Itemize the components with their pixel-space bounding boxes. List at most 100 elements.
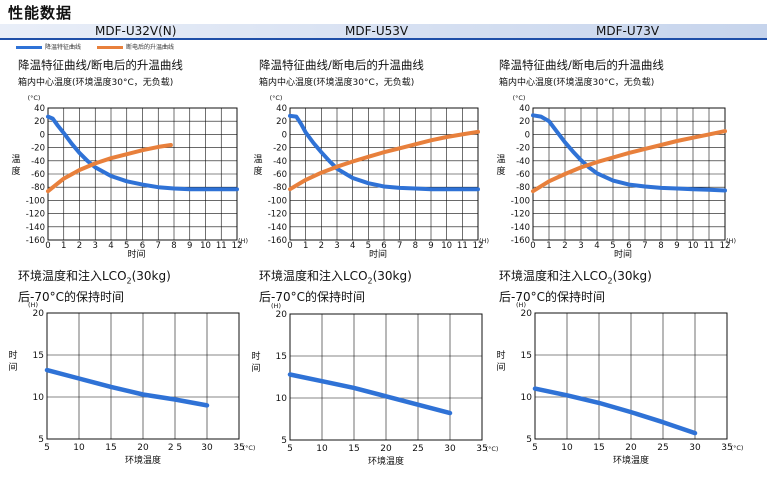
y-tick-label: 5 (281, 436, 287, 446)
x-tick-label: 0 (530, 241, 535, 251)
x-tick-label: 6 (381, 241, 386, 251)
x-tick-label: 11 (216, 241, 227, 251)
y-tick-label: -60 (516, 170, 530, 180)
x-tick-label: 35 (476, 444, 487, 454)
x-tick-label: 5 (44, 443, 50, 453)
cooldown-title-1: 降温特征曲线/断电后的升温曲线 (18, 58, 183, 72)
y-tick-label: 10 (33, 393, 45, 403)
x-unit-label: (°C) (731, 444, 744, 452)
model-name-3: MDF-U73V (596, 24, 660, 38)
x-tick-label: 7 (156, 241, 161, 251)
y-tick-label: -100 (268, 196, 287, 206)
y-tick-label: -100 (26, 196, 45, 206)
plot-frame (46, 312, 240, 440)
y-tick-label: 0 (40, 130, 45, 140)
plot-frame (289, 107, 479, 241)
y-tick-label: -140 (268, 223, 287, 233)
holdtime-title-2-line2: 后-70°C的保持时间 (259, 290, 365, 305)
y-tick-label: -100 (511, 196, 530, 206)
y-axis-label: 时 (8, 349, 17, 361)
x-tick-label: 8 (658, 241, 663, 251)
y-unit-label: (°C) (513, 94, 526, 102)
y-axis-label: 时 (496, 349, 505, 361)
cooldown-title-3: 降温特征曲线/断电后的升温曲线 (499, 58, 664, 72)
x-tick-label: 5 (124, 241, 129, 251)
holdtime-title-1-suffix: (30kg) (131, 269, 171, 283)
y-axis-label: 间 (8, 361, 17, 373)
y-tick-label: 5 (38, 435, 44, 445)
series-line-hold_time (532, 386, 698, 436)
y-tick-label: -80 (31, 183, 45, 193)
series-line-warmup (46, 143, 173, 194)
y-tick-label: 40 (519, 104, 530, 114)
y-tick-label: -140 (26, 223, 45, 233)
plot-frame (532, 107, 726, 241)
y-unit-label: (°C) (270, 94, 283, 102)
y-tick-label: 15 (276, 352, 287, 362)
x-tick-label: 15 (348, 444, 359, 454)
holdtime-title-1-prefix: 环境温度和注入LCO (18, 269, 127, 283)
y-axis-label: 度 (11, 165, 20, 177)
holdtime-title-2-suffix: (30kg) (372, 269, 412, 283)
x-tick-label: 10 (200, 241, 211, 251)
holdtime-title-2-sub: 2 (367, 276, 373, 286)
y-tick-label: -20 (516, 144, 530, 154)
x-tick-label: 10 (316, 444, 328, 454)
y-tick-label: 40 (276, 104, 287, 114)
x-tick-label: 11 (457, 241, 468, 251)
x-tick-label: 12 (232, 241, 243, 251)
y-tick-label: -60 (31, 170, 45, 180)
y-tick-label: -40 (273, 157, 287, 167)
y-tick-label: 20 (521, 309, 533, 319)
holdtime-title-1-sub: 2 (126, 276, 132, 286)
x-tick-label: 15 (593, 443, 604, 453)
x-axis-label: 时间 (127, 248, 145, 260)
x-tick-label: 15 (105, 443, 116, 453)
y-axis-label: 度 (253, 165, 262, 177)
x-tick-label: 3 (578, 241, 583, 251)
x-tick-label: 1 (61, 241, 66, 251)
x-tick-label: 4 (108, 241, 113, 251)
cooldown-title-2: 降温特征曲线/断电后的升温曲线 (259, 58, 424, 72)
y-tick-label: 15 (521, 351, 532, 361)
x-tick-label: 20 (137, 443, 149, 453)
x-tick-label: 30 (689, 443, 701, 453)
x-tick-label: 9 (187, 241, 192, 251)
series-line-hold_time (44, 367, 210, 408)
holdtime-title-3-sub: 2 (607, 276, 613, 286)
y-tick-label: 40 (34, 104, 45, 114)
y-tick-label: 0 (282, 130, 287, 140)
model-header-rule (0, 38, 767, 40)
x-tick-label: 4 (594, 241, 599, 251)
legend-item-cooldown: 降温特征曲线 (16, 42, 81, 51)
x-tick-label: 11 (704, 241, 715, 251)
x-tick-label: 35 (233, 443, 244, 453)
y-axis-label: 温 (253, 154, 262, 165)
holdtime-title-3-prefix: 环境温度和注入LCO (499, 269, 608, 283)
page-title: 性能数据 (8, 4, 73, 22)
x-unit-label: (H) (238, 237, 248, 245)
y-unit-label: (H) (28, 301, 38, 309)
x-tick-label: 30 (444, 444, 456, 454)
series-line-cooldown (288, 113, 480, 192)
x-tick-label: 25 (657, 443, 668, 453)
x-tick-label: 12 (473, 241, 484, 251)
y-tick-label: -80 (273, 183, 287, 193)
x-tick-label: 10 (561, 443, 573, 453)
x-tick-label: 2 (562, 241, 567, 251)
x-tick-label: 9 (428, 241, 433, 251)
holdtime-title-3-line2: 后-70°C的保持时间 (499, 290, 605, 305)
x-tick-label: 5 (287, 444, 293, 454)
model-header-band (0, 24, 767, 39)
x-tick-label: 2 (319, 241, 324, 251)
legend: 降温特征曲线 断电后的升温曲线 (16, 42, 188, 51)
x-axis-label: 环境温度 (125, 454, 161, 466)
holdtime-title-2-prefix: 环境温度和注入LCO (259, 269, 368, 283)
y-tick-label: -160 (511, 236, 530, 246)
x-tick-label: 3 (93, 241, 98, 251)
x-tick-label: 6 (626, 241, 631, 251)
